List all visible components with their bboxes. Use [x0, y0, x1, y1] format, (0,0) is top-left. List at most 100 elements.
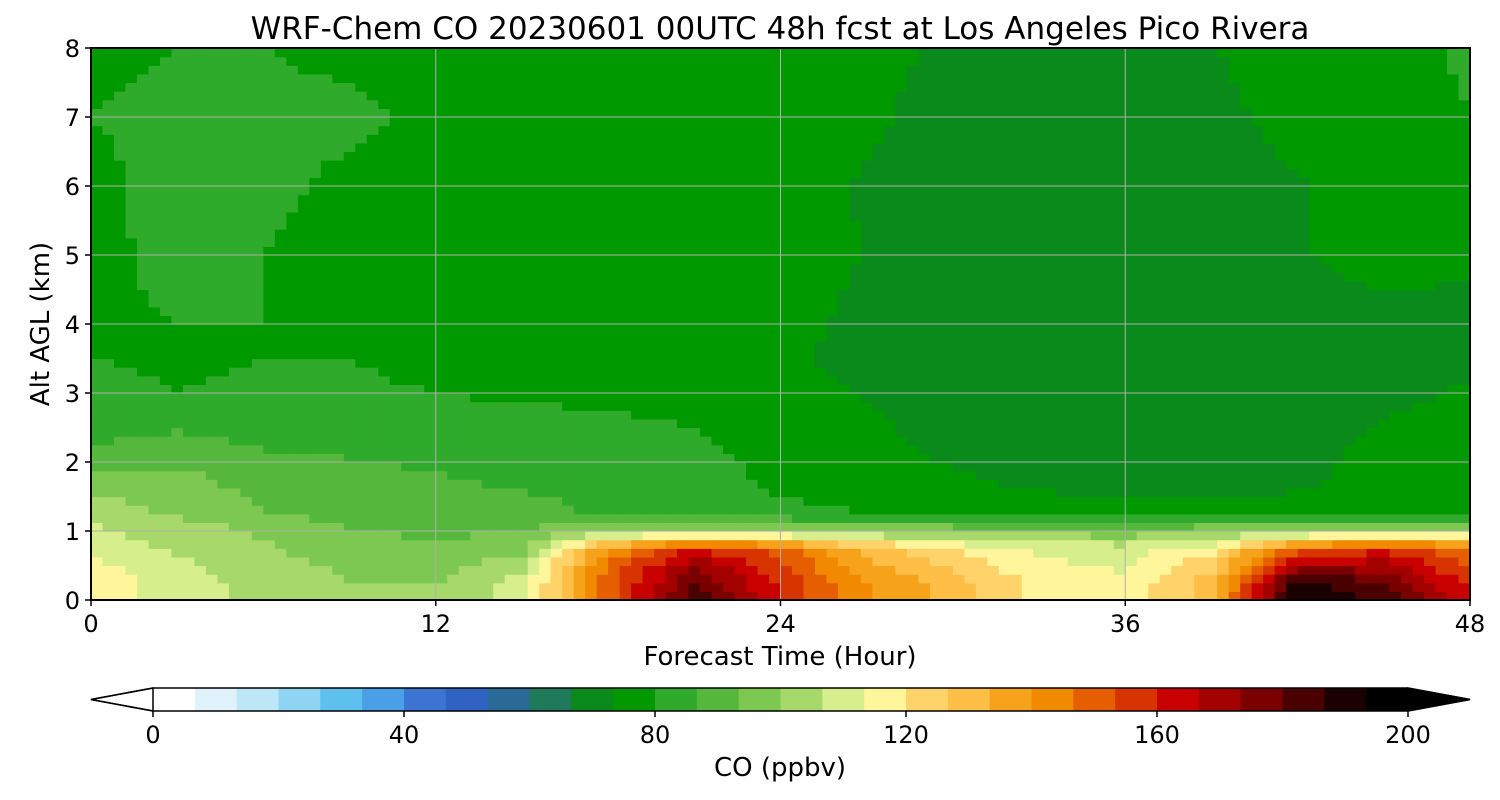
heatmap-cell: [1159, 272, 1172, 282]
heatmap-cell: [964, 315, 977, 325]
heatmap-cell: [159, 539, 173, 549]
heatmap-cell: [837, 384, 851, 394]
heatmap-cell: [1056, 487, 1069, 498]
heatmap-cell: [1136, 306, 1149, 316]
heatmap-cell: [1297, 332, 1310, 342]
heatmap-cell: [481, 255, 494, 265]
heatmap-cell: [366, 375, 379, 385]
heatmap-cell: [1021, 255, 1034, 265]
heatmap-cell: [1378, 358, 1391, 368]
heatmap-cell: [297, 401, 310, 411]
heatmap-cell: [343, 505, 356, 515]
heatmap-cell: [458, 289, 471, 299]
heatmap-cell: [826, 263, 839, 273]
heatmap-cell: [378, 591, 391, 601]
heatmap-cell: [458, 522, 471, 532]
heatmap-cell: [332, 582, 345, 592]
heatmap-cell: [1240, 462, 1253, 472]
heatmap-cell: [585, 255, 598, 265]
heatmap-cell: [171, 418, 184, 429]
heatmap-cell: [182, 470, 196, 480]
heatmap-cell: [573, 418, 586, 429]
heatmap-cell: [1044, 324, 1057, 334]
heatmap-cell: [814, 315, 828, 325]
heatmap-cell: [1343, 280, 1356, 291]
heatmap-cell: [1217, 418, 1230, 429]
heatmap-cell: [906, 367, 919, 377]
heatmap-cell: [1113, 255, 1126, 265]
heatmap-cell: [837, 263, 851, 273]
heatmap-cell: [1320, 384, 1333, 394]
heatmap-cell: [217, 453, 230, 463]
heatmap-cell: [171, 315, 184, 325]
heatmap-cell: [171, 574, 184, 584]
heatmap-cell: [1424, 418, 1437, 429]
heatmap-cell: [1378, 487, 1391, 498]
heatmap-cell: [1125, 556, 1138, 567]
heatmap-cell: [987, 384, 1000, 394]
heatmap-cell: [1332, 548, 1345, 558]
heatmap-cell: [1424, 324, 1437, 334]
heatmap-cell: [1378, 410, 1391, 420]
heatmap-cell: [332, 367, 345, 377]
heatmap-cell: [757, 280, 770, 291]
heatmap-cell: [906, 565, 919, 575]
heatmap-cell: [654, 393, 667, 403]
heatmap-cell: [228, 272, 241, 282]
heatmap-cell: [539, 393, 552, 403]
heatmap-cell: [585, 306, 598, 316]
heatmap-cell: [320, 565, 333, 575]
heatmap-cell: [780, 505, 793, 515]
heatmap-cell: [1332, 358, 1345, 368]
heatmap-cell: [700, 255, 713, 265]
heatmap-cell: [929, 315, 942, 325]
heatmap-cell: [562, 531, 575, 541]
heatmap-cell: [837, 332, 851, 342]
heatmap-cell: [734, 574, 747, 584]
heatmap-cell: [573, 505, 586, 515]
heatmap-cell: [309, 487, 322, 498]
heatmap-cell: [975, 427, 988, 437]
heatmap-cell: [964, 462, 977, 472]
heatmap-cell: [631, 393, 644, 403]
heatmap-cell: [1435, 591, 1448, 601]
heatmap-cell: [654, 565, 667, 575]
heatmap-cell: [424, 280, 437, 291]
heatmap-cell: [895, 565, 908, 575]
heatmap-cell: [780, 263, 793, 273]
heatmap-cell: [1182, 513, 1195, 523]
heatmap-cell: [113, 522, 127, 532]
heatmap-cell: [1079, 427, 1092, 437]
heatmap-cell: [619, 358, 632, 368]
heatmap-cell: [585, 462, 598, 472]
heatmap-cell: [274, 453, 287, 463]
heatmap-cell: [366, 427, 379, 437]
heatmap-cell: [1205, 341, 1218, 351]
heatmap-cell: [1228, 298, 1241, 308]
heatmap-cell: [1297, 462, 1310, 472]
heatmap-cell: [217, 591, 230, 601]
heatmap-cell: [1033, 582, 1046, 592]
heatmap-cell: [1079, 306, 1092, 316]
heatmap-cell: [1228, 332, 1241, 342]
heatmap-cell: [240, 280, 253, 291]
heatmap-cell: [286, 246, 299, 256]
heatmap-cell: [435, 427, 448, 437]
heatmap-cell: [1056, 246, 1069, 256]
heatmap-cell: [251, 522, 264, 532]
heatmap-cell: [1332, 470, 1345, 480]
heatmap-cell: [125, 479, 138, 489]
heatmap-cell: [447, 280, 460, 291]
heatmap-cell: [1412, 505, 1425, 515]
heatmap-cell: [343, 358, 356, 368]
heatmap-cell: [1044, 522, 1057, 532]
heatmap-cell: [424, 522, 437, 532]
heatmap-cell: [608, 427, 621, 437]
heatmap-cell: [964, 496, 977, 506]
heatmap-cell: [435, 410, 448, 420]
heatmap-cell: [1320, 341, 1333, 351]
heatmap-cell: [1389, 531, 1402, 541]
heatmap-cell: [780, 255, 793, 265]
heatmap-cell: [1044, 574, 1057, 584]
heatmap-cell: [240, 263, 253, 273]
